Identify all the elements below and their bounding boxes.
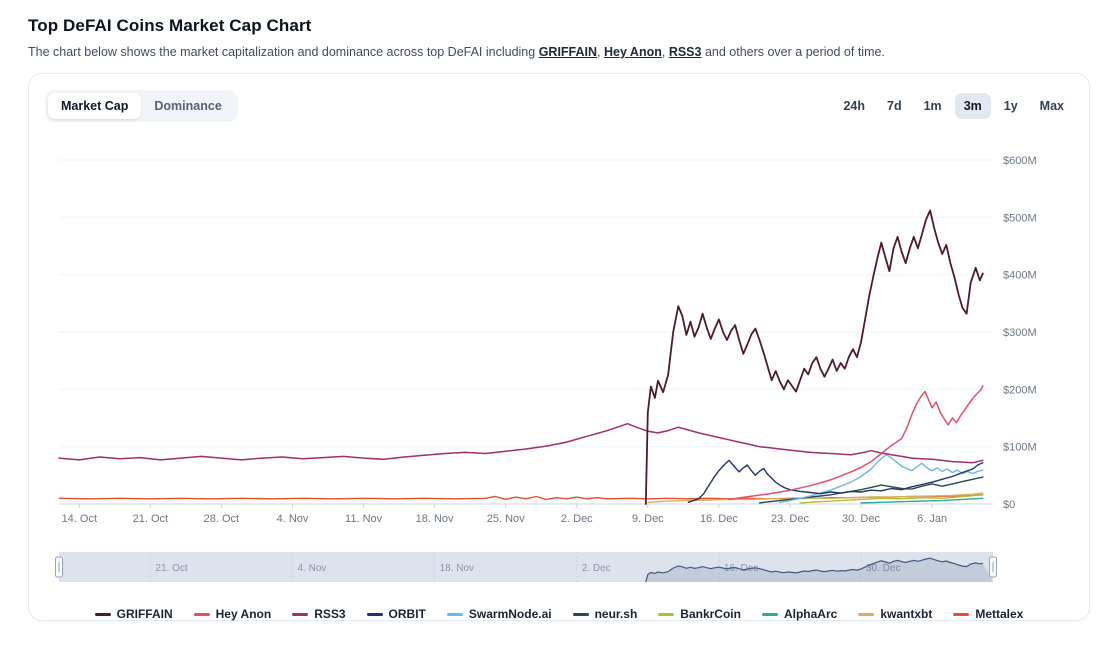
legend-marker [761,612,778,616]
series-line-griffain[interactable] [644,209,984,505]
page-subtitle: The chart below shows the market capital… [28,45,1092,59]
x-axis-label: 25. Nov [487,513,525,525]
navigator-track[interactable] [59,552,993,582]
x-axis-label: 6. Jan [917,513,947,525]
series-line-rss3[interactable] [58,422,984,464]
y-axis-label: $0 [1003,499,1015,511]
legend-marker [858,612,875,616]
navigator-label: 18. Nov [440,563,474,574]
legend-marker [366,612,383,616]
x-axis-label: 2. Dec [561,513,593,525]
legend-label: neur.sh [594,607,638,621]
y-axis-label: $500M [1003,212,1037,224]
navigator-area [59,558,993,582]
legend-label: BankrCoin [680,607,741,621]
legend-marker [953,612,970,616]
legend-marker [193,612,210,616]
subtitle-text: The chart below shows the market capital… [28,45,539,59]
range-max[interactable]: Max [1031,93,1073,119]
subtitle-separator: , [597,45,604,59]
series-line-kwantxbt[interactable] [647,492,984,503]
legend-label: SwarmNode.ai [468,607,552,621]
subtitle-separator: , [661,45,669,59]
tab-market-cap[interactable]: Market Cap [48,93,142,119]
legend-item-bankrcoin[interactable]: BankrCoin [658,607,741,621]
series-line-orbit[interactable] [687,459,984,503]
y-axis-label: $200M [1003,384,1037,396]
x-axis-label: 4. Nov [277,513,309,525]
tab-dominance[interactable]: Dominance [141,93,234,119]
legend-item-rss3[interactable]: RSS3 [292,607,346,621]
x-axis-label: 23. Dec [771,513,809,525]
x-axis-label: 30. Dec [842,513,880,525]
x-axis-label: 21. Oct [133,513,168,525]
legend-label: Hey Anon [215,607,272,621]
series-line-swarmnode-ai[interactable] [779,454,984,503]
range-selector: 24h 7d 1m 3m 1y Max [834,93,1073,119]
chart-area: $0 $100M $200M $300M $400M $500M $600M 14. Oct 2… [45,132,1073,594]
series-line-bankrcoin[interactable] [799,494,984,504]
legend-item-orbit[interactable]: ORBIT [366,607,426,621]
chart-card: Market Cap Dominance 24h 7d 1m 3m 1y Max… [28,73,1090,621]
x-axis-label: 9. Dec [632,513,664,525]
chart-navigator[interactable]: 21. Oct 4. Nov 18. Nov 2. Dec 16. Dec 30. Dec [45,549,1059,589]
navigator-label: 30. Dec [866,563,900,574]
series-line-alphaarc[interactable] [860,497,984,504]
legend-label: Mettalex [975,607,1024,621]
navigator-label: 4. Nov [298,563,327,574]
legend-label: kwantxbt [880,607,933,621]
legend-item-kwantxbt[interactable]: kwantxbt [858,607,932,621]
y-axis-label: $600M [1003,155,1037,167]
link-griffain[interactable]: GRIFFAIN [538,45,598,59]
x-axis-label: 18. Nov [416,513,454,525]
metric-toggle: Market Cap Dominance [45,90,238,122]
range-7d[interactable]: 7d [878,93,911,119]
range-3m[interactable]: 3m [954,93,991,119]
legend-item-swarmnode-ai[interactable]: SwarmNode.ai [446,607,552,621]
legend-marker [446,612,463,616]
series-line-hey-anon[interactable] [728,385,984,501]
legend-marker [292,612,309,616]
legend-marker [572,612,589,616]
legend-item-hey-anon[interactable]: Hey Anon [193,607,272,621]
range-1y[interactable]: 1y [995,93,1027,119]
x-axis-label: 11. Nov [345,513,383,525]
x-axis-label: 14. Oct [62,513,97,525]
y-axis-label: $300M [1003,327,1037,339]
x-axis-label: 16. Dec [700,513,738,525]
legend-item-mettalex[interactable]: Mettalex [953,607,1023,621]
chart-toolbar: Market Cap Dominance 24h 7d 1m 3m 1y Max [45,90,1073,122]
market-cap-chart[interactable]: $0 $100M $200M $300M $400M $500M $600M 14. Oct 2… [45,132,1059,544]
legend-label: GRIFFAIN [116,607,173,621]
range-24h[interactable]: 24h [834,93,874,119]
legend-item-griffain[interactable]: GRIFFAIN [94,607,173,621]
page: Top DeFAI Coins Market Cap Chart The cha… [28,16,1092,621]
x-axis-label: 28. Oct [204,513,239,525]
series-line-mettalex[interactable] [58,494,984,501]
link-rss3[interactable]: RSS3 [668,45,702,59]
legend-item-alphaarc[interactable]: AlphaArc [761,607,838,621]
legend-marker [94,612,111,616]
legend-label: ORBIT [388,607,426,621]
legend-label: RSS3 [314,607,346,621]
y-axis-label: $100M [1003,442,1037,454]
navigator-series-line [645,557,983,583]
navigator-label: 2. Dec [582,563,611,574]
subtitle-text: and others over a period of time. [701,45,885,59]
legend-item-neur-sh[interactable]: neur.sh [572,607,638,621]
navigator-label: 21. Oct [155,563,187,574]
navigator-label: 16. Dec [724,563,758,574]
link-hey-anon[interactable]: Hey Anon [603,45,662,59]
legend-label: AlphaArc [783,607,838,621]
legend-marker [658,612,675,616]
range-1m[interactable]: 1m [915,93,951,119]
chart-legend: GRIFFAIN Hey Anon RSS3 ORBIT SwarmNode.ai neu… [45,607,1073,621]
y-axis-label: $400M [1003,270,1037,282]
page-title: Top DeFAI Coins Market Cap Chart [28,16,312,35]
